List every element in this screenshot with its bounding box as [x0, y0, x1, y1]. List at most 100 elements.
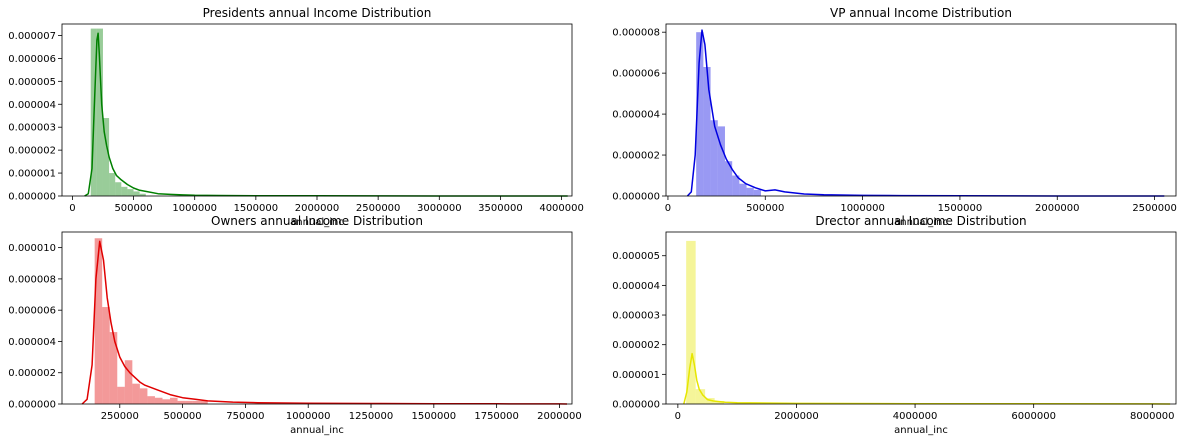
plot-background — [666, 232, 1176, 404]
x-tick-label: 1500000 — [412, 411, 457, 422]
x-tick-label: 250000 — [101, 411, 139, 422]
histogram-bar — [714, 401, 725, 404]
y-tick-label: 0.000003 — [612, 311, 660, 322]
plot-background — [666, 24, 1176, 196]
y-tick-label: 0.000000 — [8, 192, 56, 203]
histogram-bar — [696, 32, 704, 196]
x-tick-label: 3500000 — [478, 203, 523, 214]
histogram-bar — [124, 360, 133, 404]
histogram-bar — [695, 389, 706, 404]
x-axis-label: annual_inc — [894, 425, 948, 436]
chart-title: Drector annual Income Distribution — [815, 214, 1026, 228]
y-tick-label: 0.000004 — [8, 100, 56, 111]
histogram-bar — [732, 175, 740, 196]
x-tick-label: 1500000 — [234, 203, 279, 214]
chart-title: Presidents annual Income Distribution — [203, 6, 432, 20]
histogram-bar — [115, 182, 122, 196]
axes-frame — [665, 231, 1177, 405]
kde-line — [686, 29, 1165, 197]
panel-vp: VP annual Income Distribution 0 500000 100… — [612, 6, 1177, 228]
histogram-bar — [117, 386, 125, 404]
histogram-bar — [139, 193, 146, 196]
histogram-bar — [686, 240, 696, 404]
x-tick-label: 1500000 — [938, 203, 983, 214]
x-tick-label: 2000000 — [295, 203, 340, 214]
y-tick-label: 0.000010 — [8, 243, 56, 254]
histogram-bar — [133, 191, 140, 196]
kde-line — [81, 240, 568, 405]
y-tick-label: 0.000006 — [8, 54, 56, 65]
histogram-bar — [185, 400, 193, 404]
histogram-bar — [717, 126, 725, 196]
histogram-bar — [102, 307, 110, 404]
histogram-bar — [705, 398, 715, 404]
x-tick-label: 4000000 — [893, 411, 938, 422]
y-tick-label: 0.000002 — [8, 146, 56, 157]
plot-area — [61, 231, 573, 405]
y-tick-label: 0.000004 — [612, 110, 660, 121]
y-tick-label: 0.000004 — [8, 337, 56, 348]
y-tick-label: 0.000006 — [8, 306, 56, 317]
y-tick-label: 0.000005 — [8, 77, 56, 88]
axes-frame — [665, 23, 1177, 197]
x-tick-label: 0 — [69, 203, 75, 214]
x-tick-label: 1750000 — [474, 411, 519, 422]
x-tick-label: 2000000 — [1035, 203, 1080, 214]
x-tick-label: 6000000 — [1011, 411, 1056, 422]
histogram-bar — [703, 67, 711, 196]
x-tick-label: 2000000 — [537, 411, 582, 422]
x-tick-label: 2500000 — [356, 203, 401, 214]
histogram-bar — [121, 186, 128, 196]
y-axis: 0.000000 0.000001 0.000002 0.000003 0.000004… — [612, 251, 666, 411]
x-tick-label: 500000 — [114, 203, 152, 214]
y-tick-label: 0.000008 — [8, 274, 56, 285]
x-tick-label: 1000000 — [286, 411, 331, 422]
x-axis: 0 2000000 4000000 6000000 8000000 — [675, 404, 1175, 422]
histogram-bar — [109, 332, 118, 404]
x-axis: 0 500000 1000000 1500000 2000000 2500000 — [665, 196, 1177, 214]
y-tick-label: 0.000002 — [612, 151, 660, 162]
x-axis-label: annual_inc — [894, 217, 948, 228]
y-tick-label: 0.000002 — [8, 368, 56, 379]
x-tick-label: 4000000 — [539, 203, 584, 214]
plot-background — [62, 24, 572, 196]
x-axis: 250000 500000 750000 1000000 1250000 1500000 1… — [101, 404, 582, 422]
y-tick-label: 0.000002 — [612, 340, 660, 351]
histogram-bar — [162, 399, 171, 404]
panel-presidents: Presidents annual Income Distribution 0 5… — [8, 6, 584, 228]
x-tick-label: 1250000 — [349, 411, 394, 422]
histogram-bar — [109, 173, 116, 196]
y-tick-label: 0.000000 — [8, 400, 56, 411]
histogram-bar — [94, 238, 103, 404]
y-tick-label: 0.000008 — [612, 28, 660, 39]
x-tick-label: 3000000 — [417, 203, 462, 214]
y-tick-label: 0.000001 — [8, 169, 56, 180]
y-tick-label: 0.000006 — [612, 69, 660, 80]
histogram-bar — [710, 120, 718, 196]
histogram-bar — [139, 388, 148, 404]
x-tick-label: 8000000 — [1130, 411, 1175, 422]
histogram-bar — [132, 383, 140, 404]
x-tick-label: 500000 — [163, 411, 201, 422]
axes-frame — [61, 231, 573, 405]
histogram-bar — [739, 183, 747, 196]
histogram-bar — [192, 400, 201, 404]
y-tick-label: 0.000000 — [612, 400, 660, 411]
chart-title: Owners annual Income Distribution — [211, 214, 423, 228]
y-tick-label: 0.000001 — [612, 370, 660, 381]
histogram-bar — [746, 187, 754, 196]
histogram-bar — [96, 28, 103, 196]
x-tick-label: 750000 — [226, 411, 264, 422]
histogram-bar — [200, 400, 208, 404]
histogram-bar — [147, 396, 155, 404]
panel-owners: Owners annual Income Distribution 250000… — [8, 214, 581, 436]
plot-area — [665, 231, 1177, 405]
plot-area — [665, 23, 1177, 197]
y-axis: 0.000000 0.000002 0.000004 0.000006 0.000008… — [8, 243, 62, 411]
chart-title: VP annual Income Distribution — [830, 6, 1012, 20]
histogram-bar — [127, 189, 134, 196]
x-tick-label: 2000000 — [774, 411, 819, 422]
y-tick-label: 0.000007 — [8, 31, 56, 42]
x-axis: 0 500000 1000000 1500000 2000000 2500000 30000… — [69, 196, 584, 214]
